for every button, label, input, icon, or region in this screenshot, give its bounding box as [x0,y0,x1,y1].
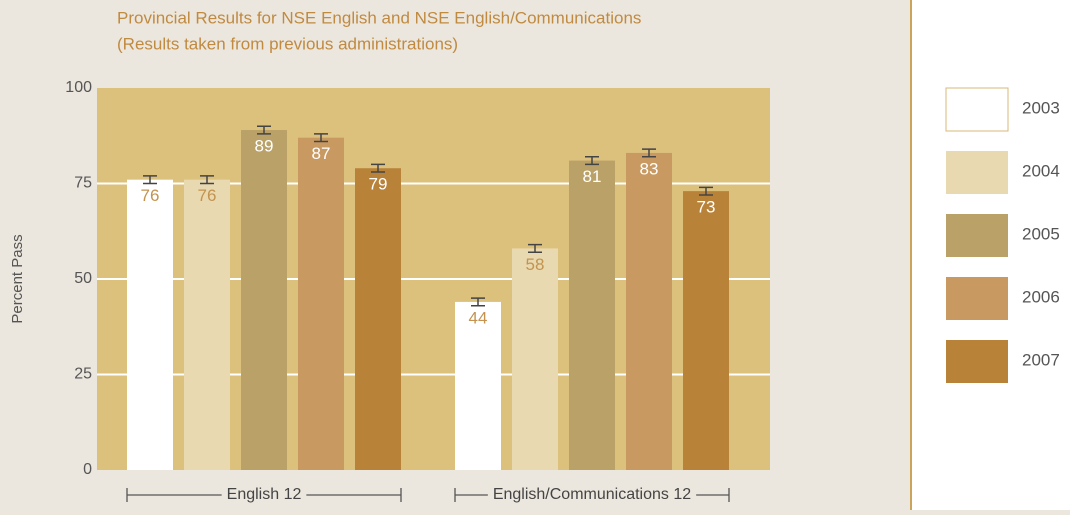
legend-swatch [945,87,1009,132]
value-label: 89 [255,137,274,156]
bar [127,179,173,470]
y-tick-label: 0 [83,461,92,478]
bar [569,160,615,470]
value-label: 79 [369,175,388,194]
y-tick-label: 75 [74,175,92,192]
x-tick-label: English/Communications 12 [493,486,691,503]
legend-label: 2003 [1022,98,1060,117]
bar [355,168,401,470]
error-bar [143,175,157,185]
y-tick-label: 25 [74,366,92,383]
legend-label: 2007 [1022,350,1060,369]
legend-swatch [946,214,1008,257]
value-label: 87 [312,144,331,163]
bar [241,130,287,470]
error-bar [314,133,328,143]
legend-label: 2004 [1022,161,1060,180]
legend-swatch [946,151,1008,194]
error-bar [528,243,542,254]
bar [184,179,230,470]
error-bar [371,163,385,173]
bar [512,248,558,470]
value-label: 44 [469,308,488,327]
y-tick-label: 100 [65,79,92,96]
x-tick-label: English 12 [227,486,302,503]
error-bar [257,125,271,135]
y-tick-label: 50 [74,270,92,287]
value-label: 76 [141,186,160,205]
chart-subtitle: (Results taken from previous administrat… [117,34,458,53]
error-bar [699,186,713,196]
legend-label: 2005 [1022,224,1060,243]
legend-swatch [946,277,1008,320]
error-bar [585,156,599,166]
value-label: 83 [640,159,659,178]
error-bar [471,297,485,307]
value-label: 76 [198,186,217,205]
category-bracket [126,488,402,502]
value-label: 73 [697,198,716,217]
chart-title: Provincial Results for NSE English and N… [117,8,641,27]
value-label: 58 [526,255,545,274]
y-axis-label: Percent Pass [9,234,26,323]
bar [683,191,729,470]
error-bar [642,148,656,158]
bar [298,137,344,470]
bar [626,152,672,470]
category-bracket [454,488,730,502]
error-bar [200,175,214,185]
legend-label: 2006 [1022,287,1060,306]
bar [455,301,501,470]
legend-swatch [946,340,1008,383]
value-label: 81 [583,167,602,186]
